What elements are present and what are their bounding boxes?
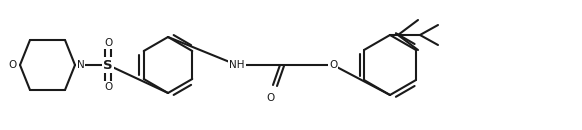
Text: O: O [266, 93, 274, 103]
Text: S: S [103, 58, 113, 72]
Text: N: N [77, 60, 85, 70]
Text: O: O [9, 60, 17, 70]
Text: O: O [104, 38, 112, 48]
Text: NH: NH [229, 60, 245, 70]
Text: O: O [329, 60, 337, 70]
Text: O: O [104, 82, 112, 92]
